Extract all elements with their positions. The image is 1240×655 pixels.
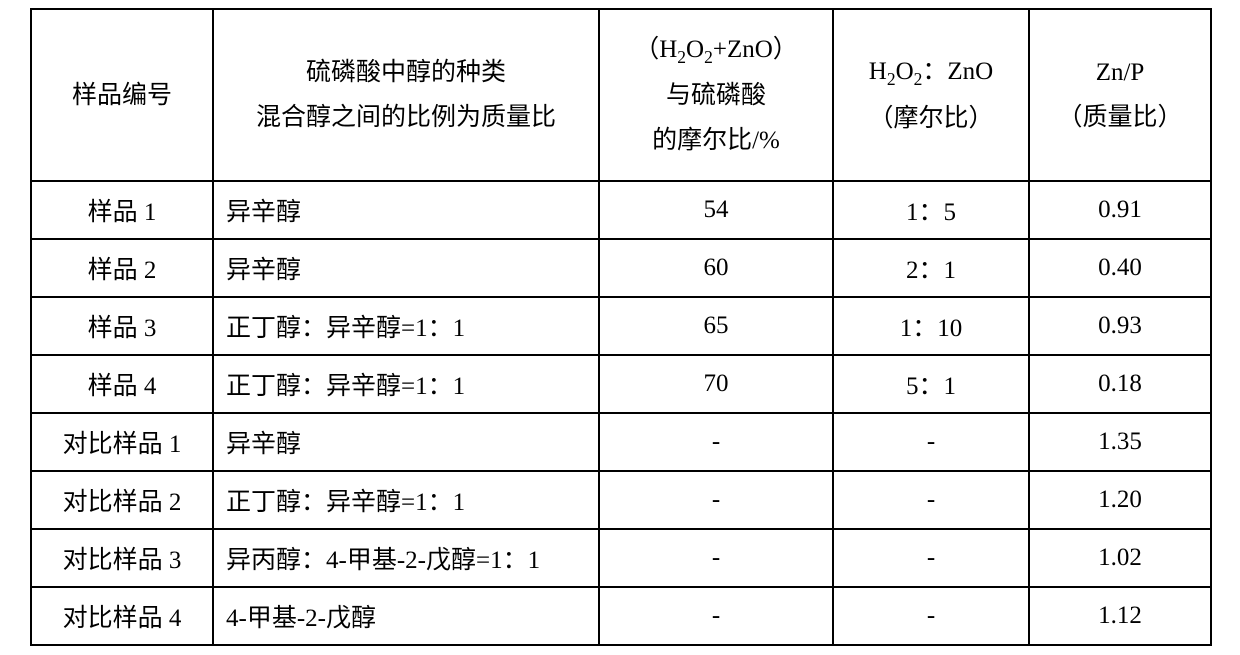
header-text: 混合醇之间的比例为质量比 [214,95,598,140]
header-alcohol-type: 硫磷酸中醇的种类 混合醇之间的比例为质量比 [213,9,599,181]
cell-alcohol-type: 异辛醇 [213,181,599,239]
cell-alcohol-type: 4-甲基-2-戊醇 [213,587,599,645]
header-text: 与硫磷酸 [600,73,832,118]
cell-zn-p-ratio: 0.18 [1029,355,1211,413]
table-row: 对比样品 4 4-甲基-2-戊醇 - - 1.12 [31,587,1211,645]
header-molar-ratio-pct: （H2O2+ZnO） 与硫磷酸 的摩尔比/% [599,9,833,181]
header-text: （质量比） [1030,95,1210,140]
cell-molar-ratio-pct: 65 [599,297,833,355]
table-row: 对比样品 3 异丙醇：4-甲基-2-戊醇=1：1 - - 1.02 [31,529,1211,587]
cell-h2o2-zno-ratio: - [833,587,1029,645]
cell-h2o2-zno-ratio: 1：5 [833,181,1029,239]
cell-h2o2-zno-ratio: 5：1 [833,355,1029,413]
cell-sample-number: 对比样品 4 [31,587,213,645]
cell-h2o2-zno-ratio: 2：1 [833,239,1029,297]
table-body: 样品 1 异辛醇 54 1：5 0.91 样品 2 异辛醇 60 2：1 0.4… [31,181,1211,645]
header-text: Zn/P [1030,50,1210,95]
header-h2o2-zno-ratio: H2O2：ZnO （摩尔比） [833,9,1029,181]
cell-molar-ratio-pct: 60 [599,239,833,297]
cell-molar-ratio-pct: - [599,471,833,529]
cell-zn-p-ratio: 1.35 [1029,413,1211,471]
header-text: 的摩尔比/% [600,118,832,163]
header-text: （H2O2+ZnO） [600,27,832,74]
cell-molar-ratio-pct: - [599,413,833,471]
cell-molar-ratio-pct: 54 [599,181,833,239]
cell-h2o2-zno-ratio: - [833,471,1029,529]
cell-sample-number: 对比样品 3 [31,529,213,587]
cell-sample-number: 样品 1 [31,181,213,239]
header-text: （摩尔比） [834,96,1028,141]
cell-alcohol-type: 异辛醇 [213,239,599,297]
header-zn-p-ratio: Zn/P （质量比） [1029,9,1211,181]
table-row: 样品 3 正丁醇：异辛醇=1：1 65 1：10 0.93 [31,297,1211,355]
header-text: H2O2：ZnO [834,49,1028,96]
cell-sample-number: 样品 3 [31,297,213,355]
header-text: 样品编号 [32,73,212,118]
cell-zn-p-ratio: 0.93 [1029,297,1211,355]
header-text: 硫磷酸中醇的种类 [214,50,598,95]
table-row: 样品 4 正丁醇：异辛醇=1：1 70 5：1 0.18 [31,355,1211,413]
cell-molar-ratio-pct: 70 [599,355,833,413]
cell-sample-number: 样品 4 [31,355,213,413]
table-header: 样品编号 硫磷酸中醇的种类 混合醇之间的比例为质量比 （H2O2+ZnO） 与硫… [31,9,1211,181]
data-table: 样品编号 硫磷酸中醇的种类 混合醇之间的比例为质量比 （H2O2+ZnO） 与硫… [30,8,1212,646]
cell-zn-p-ratio: 1.20 [1029,471,1211,529]
cell-zn-p-ratio: 0.91 [1029,181,1211,239]
cell-sample-number: 对比样品 1 [31,413,213,471]
cell-h2o2-zno-ratio: - [833,529,1029,587]
cell-alcohol-type: 正丁醇：异辛醇=1：1 [213,355,599,413]
cell-alcohol-type: 异丙醇：4-甲基-2-戊醇=1：1 [213,529,599,587]
cell-h2o2-zno-ratio: 1：10 [833,297,1029,355]
header-row: 样品编号 硫磷酸中醇的种类 混合醇之间的比例为质量比 （H2O2+ZnO） 与硫… [31,9,1211,181]
cell-zn-p-ratio: 1.02 [1029,529,1211,587]
table-row: 对比样品 1 异辛醇 - - 1.35 [31,413,1211,471]
cell-alcohol-type: 正丁醇：异辛醇=1：1 [213,297,599,355]
table-row: 对比样品 2 正丁醇：异辛醇=1：1 - - 1.20 [31,471,1211,529]
cell-h2o2-zno-ratio: - [833,413,1029,471]
header-sample-number: 样品编号 [31,9,213,181]
table-row: 样品 1 异辛醇 54 1：5 0.91 [31,181,1211,239]
cell-zn-p-ratio: 0.40 [1029,239,1211,297]
cell-zn-p-ratio: 1.12 [1029,587,1211,645]
cell-sample-number: 样品 2 [31,239,213,297]
cell-alcohol-type: 异辛醇 [213,413,599,471]
cell-alcohol-type: 正丁醇：异辛醇=1：1 [213,471,599,529]
cell-molar-ratio-pct: - [599,529,833,587]
table-row: 样品 2 异辛醇 60 2：1 0.40 [31,239,1211,297]
cell-sample-number: 对比样品 2 [31,471,213,529]
cell-molar-ratio-pct: - [599,587,833,645]
